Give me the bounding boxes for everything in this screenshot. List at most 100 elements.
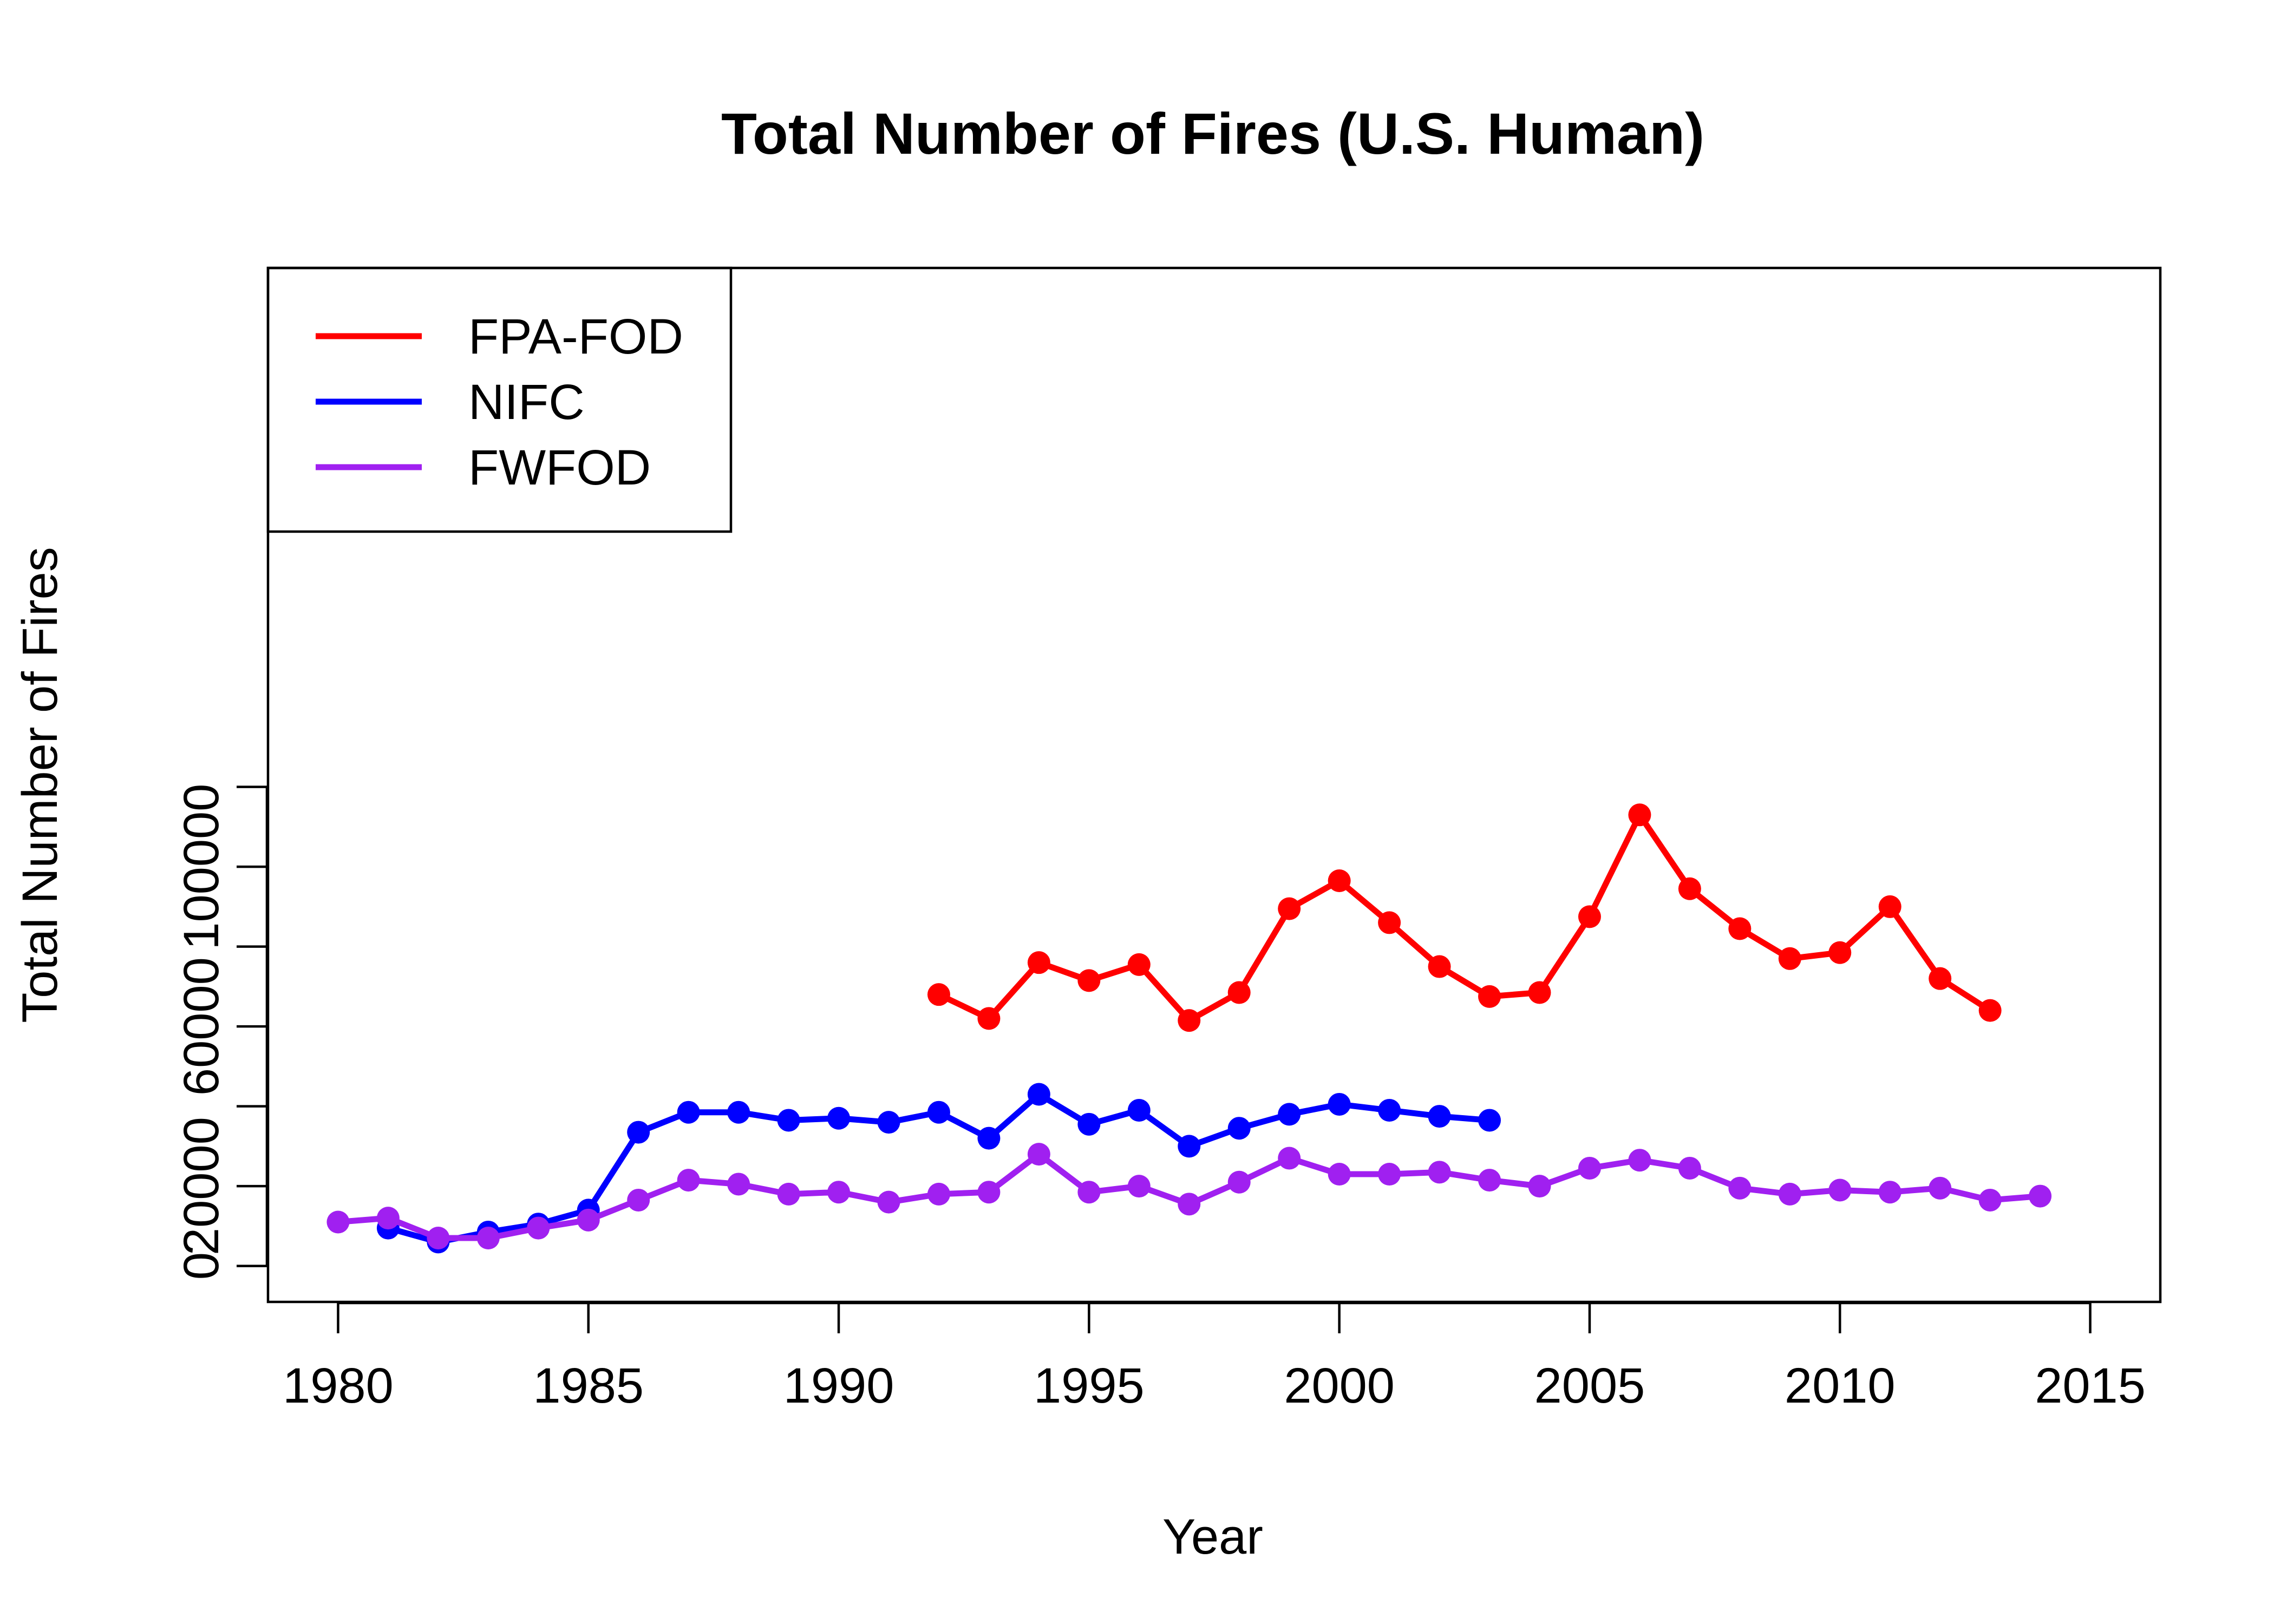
series-fwfod (326, 1143, 2052, 1250)
data-point (1328, 869, 1351, 892)
data-point (1478, 985, 1501, 1008)
data-point (1828, 1178, 1852, 1202)
data-point (627, 1188, 650, 1212)
data-point (1027, 1143, 1050, 1166)
chart-title: Total Number of Fires (U.S. Human) (721, 101, 1704, 166)
data-point (877, 1190, 900, 1214)
data-point (376, 1207, 400, 1230)
y-axis-label: Total Number of Fires (12, 547, 68, 1023)
data-point (1578, 905, 1601, 928)
data-point (1428, 1105, 1451, 1128)
data-point (1878, 895, 1901, 918)
series-layer (326, 803, 2052, 1254)
data-point (727, 1101, 750, 1124)
data-point (1127, 1099, 1151, 1122)
data-point (1778, 947, 1801, 970)
data-point (1178, 1009, 1201, 1032)
data-point (1428, 955, 1451, 978)
data-point (1828, 941, 1852, 964)
x-tick-label: 1985 (533, 1358, 644, 1413)
x-tick-label: 1995 (1034, 1358, 1145, 1413)
data-point (1227, 1117, 1251, 1140)
data-point (1528, 1175, 1551, 1198)
data-point (1628, 803, 1651, 827)
data-point (476, 1227, 500, 1250)
data-point (1227, 1170, 1251, 1194)
data-point (1227, 981, 1251, 1004)
data-point (1978, 999, 2002, 1022)
data-point (927, 1182, 950, 1206)
y-tick-label: 60000 (174, 957, 229, 1096)
x-tick-label: 2005 (1534, 1358, 1645, 1413)
data-point (1378, 1099, 1401, 1122)
data-point (2029, 1184, 2052, 1208)
legend-box (266, 266, 733, 533)
data-point (1678, 877, 1701, 900)
x-tick-label: 2010 (1785, 1358, 1896, 1413)
data-point (1578, 1156, 1601, 1180)
data-point (1127, 953, 1151, 976)
data-point (1678, 1156, 1701, 1180)
data-point (977, 1181, 1001, 1204)
data-point (1478, 1109, 1501, 1132)
data-point (1328, 1163, 1351, 1186)
data-point (927, 1101, 950, 1124)
data-point (827, 1181, 851, 1204)
legend-label: FPA-FOD (468, 309, 683, 364)
y-tick-label: 20000 (174, 1117, 229, 1255)
data-point (1628, 1149, 1651, 1172)
x-tick-label: 1990 (783, 1358, 894, 1413)
data-point (1978, 1188, 2002, 1212)
data-point (1178, 1193, 1201, 1216)
data-point (527, 1216, 550, 1240)
x-axis: 1980 1985 1990 1995 2000 2005 2010 2015 (283, 1301, 2146, 1413)
data-point (577, 1208, 600, 1232)
data-point (1778, 1182, 1801, 1206)
data-point (877, 1111, 900, 1134)
data-point (1878, 1181, 1901, 1204)
data-point (777, 1182, 800, 1206)
data-point (326, 1210, 350, 1234)
y-tick-label: 0 (174, 1252, 229, 1280)
data-point (1378, 1163, 1401, 1186)
data-point (1077, 1112, 1101, 1136)
data-point (927, 983, 950, 1006)
data-point (1328, 1092, 1351, 1116)
data-point (1929, 967, 1952, 990)
data-point (627, 1121, 650, 1144)
data-point (1478, 1169, 1501, 1192)
data-point (1127, 1175, 1151, 1198)
data-point (1077, 1181, 1101, 1204)
data-point (777, 1109, 800, 1132)
data-point (1428, 1161, 1451, 1184)
x-axis-label: Year (1162, 1509, 1263, 1564)
data-point (1027, 951, 1050, 974)
x-tick-label: 2015 (2035, 1358, 2146, 1413)
legend-label: FWFOD (468, 440, 651, 495)
x-tick-label: 1980 (283, 1358, 394, 1413)
data-point (1027, 1083, 1050, 1106)
data-point (1077, 969, 1101, 992)
series-fpa-fod (927, 803, 2002, 1032)
data-point (977, 1007, 1001, 1030)
data-point (1929, 1176, 1952, 1200)
legend: FPA-FOD NIFC FWFOD (266, 266, 733, 533)
x-tick-label: 2000 (1284, 1358, 1395, 1413)
data-point (1178, 1135, 1201, 1158)
data-point (677, 1169, 700, 1192)
data-point (1278, 897, 1301, 920)
data-point (977, 1127, 1001, 1150)
data-point (1278, 1147, 1301, 1170)
data-point (1378, 911, 1401, 934)
data-point (427, 1227, 450, 1250)
data-point (727, 1173, 750, 1196)
data-point (1728, 1176, 1752, 1200)
legend-label: NIFC (468, 375, 585, 430)
data-point (677, 1101, 700, 1124)
series-line (936, 811, 1994, 1024)
data-point (1528, 981, 1551, 1004)
y-tick-label: 100000 (174, 784, 229, 950)
data-point (1278, 1103, 1301, 1126)
